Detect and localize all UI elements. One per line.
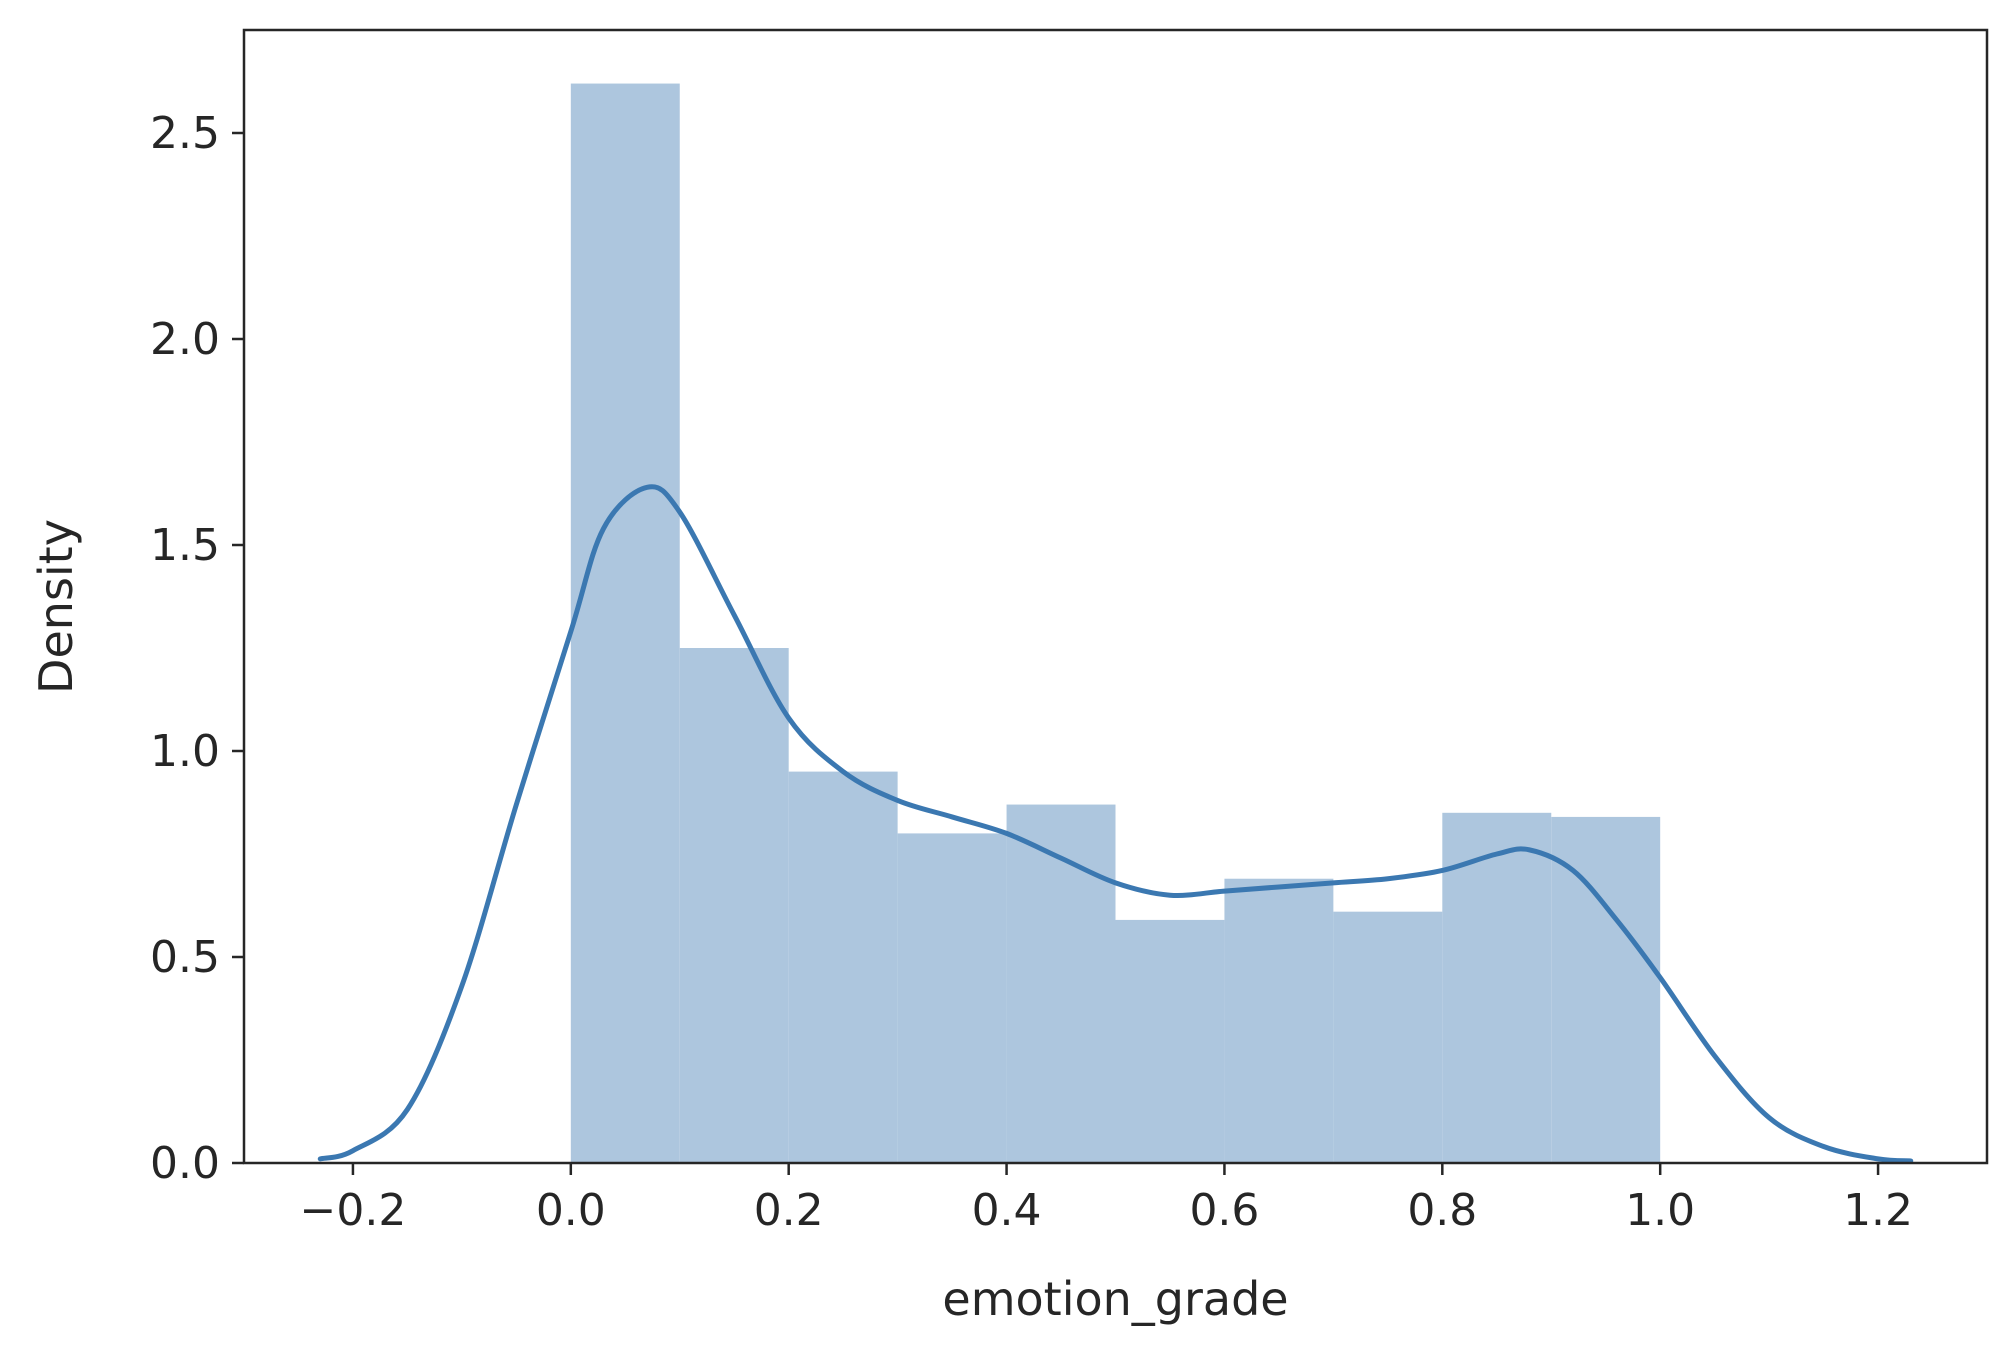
- axes-frame: [242, 28, 1989, 1165]
- kde-curve-layer: [317, 484, 1914, 1164]
- y-tick-label: 1.5: [150, 520, 220, 571]
- histogram-bar: [1115, 919, 1225, 1163]
- x-tick-label: 0.4: [972, 1185, 1042, 1236]
- histogram-bar: [1442, 812, 1552, 1163]
- x-tick-label: 1.0: [1625, 1185, 1695, 1236]
- histogram-bar: [788, 771, 898, 1163]
- y-tick-label: 0.0: [150, 1138, 220, 1189]
- histogram-bar: [1006, 804, 1116, 1163]
- histogram-bar: [1333, 911, 1443, 1163]
- histogram-bar: [679, 648, 789, 1163]
- histogram-bar: [1551, 816, 1661, 1163]
- histogram-bar: [570, 83, 680, 1163]
- y-axis-label: Density: [29, 519, 83, 694]
- y-tick-label: 2.5: [150, 108, 220, 159]
- histogram-bar: [897, 833, 1007, 1163]
- x-tick-label: −0.2: [300, 1185, 407, 1236]
- x-tick-label: 0.0: [536, 1185, 606, 1236]
- histogram-bars: [570, 83, 1661, 1163]
- y-tick-label: 1.0: [150, 726, 220, 777]
- x-tick-label: 1.2: [1843, 1185, 1913, 1236]
- x-axis-label: emotion_grade: [942, 1272, 1288, 1326]
- x-tick-label: 0.8: [1407, 1185, 1477, 1236]
- x-tick-label: 0.2: [754, 1185, 824, 1236]
- kde-curve: [317, 484, 1914, 1164]
- y-tick-label: 0.5: [150, 932, 220, 983]
- x-tick-label: 0.6: [1189, 1185, 1259, 1236]
- y-axis-ticks: 0.0 0.5 1.0 1.5 2.0 2.5: [150, 108, 244, 1189]
- y-tick-label: 2.0: [150, 314, 220, 365]
- histogram-bar: [1224, 878, 1334, 1163]
- x-axis-ticks: −0.2 0.0 0.2 0.4 0.6 0.8 1.0 1.2: [300, 1163, 1913, 1236]
